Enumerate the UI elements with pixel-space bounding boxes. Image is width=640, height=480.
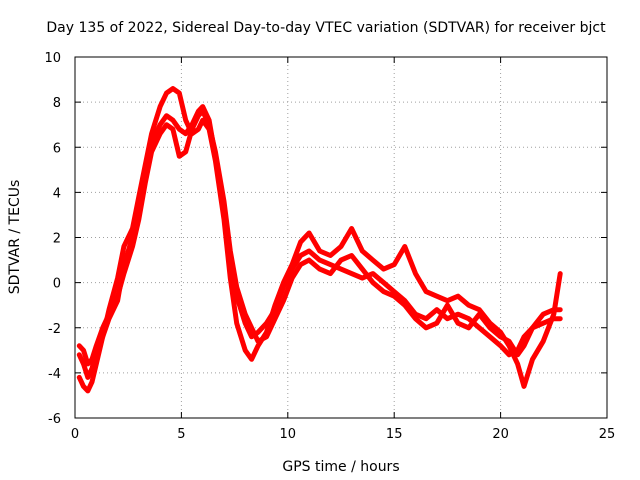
x-tick-label: 0 (71, 427, 79, 442)
y-tick-label: -4 (48, 367, 61, 382)
y-tick-label: 8 (53, 96, 61, 111)
x-tick-label: 15 (386, 427, 403, 442)
y-tick-label: 2 (53, 232, 61, 247)
x-tick-label: 25 (599, 427, 616, 442)
y-tick-label: -2 (48, 322, 61, 337)
series-line-day-3 (76, 108, 563, 367)
label-layer: 0 5 10 15 20 25 -6 -4 -2 0 2 4 6 8 10 (44, 51, 615, 442)
y-tick-label: -6 (48, 412, 61, 427)
y-tick-label: 6 (53, 141, 61, 156)
x-tick-label: 5 (177, 427, 185, 442)
chart-title: Day 135 of 2022, Sidereal Day-to-day VTE… (46, 20, 606, 36)
series-layer (76, 86, 563, 394)
x-tick-label: 20 (492, 427, 509, 442)
grid-layer (75, 57, 607, 418)
series-line-day-2 (76, 86, 563, 394)
x-tick-label: 10 (280, 427, 297, 442)
y-tick-label: 0 (53, 277, 61, 292)
tick-layer (74, 56, 608, 419)
x-axis-title: GPS time / hours (282, 459, 399, 475)
y-axis-title: SDTVAR / TECUs (7, 180, 23, 295)
y-tick-label: 4 (53, 186, 61, 201)
y-tick-label: 10 (44, 51, 61, 66)
